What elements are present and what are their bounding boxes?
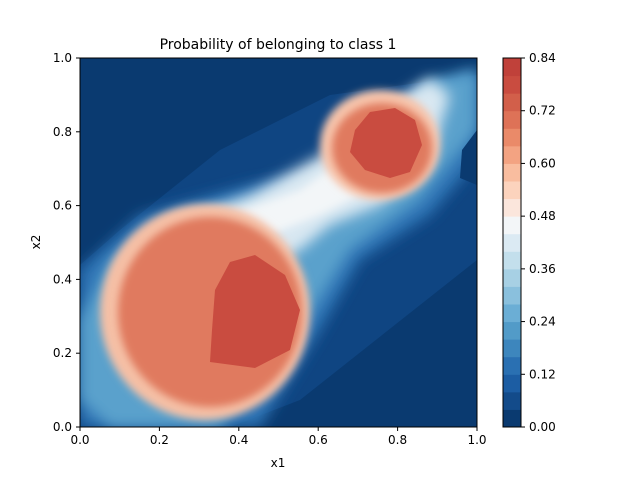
colorbar-band — [503, 233, 521, 252]
contour-field — [80, 58, 477, 427]
colorbar-band — [503, 409, 521, 428]
x-axis-label: x1 — [271, 456, 286, 470]
colorbar-band — [503, 356, 521, 375]
x-axis: 0.0 0.2 0.4 0.6 0.8 1.0 — [70, 427, 487, 447]
y-tick-label: 0.0 — [53, 420, 72, 434]
colorbar-band — [503, 181, 521, 200]
contour-blob-right-core — [350, 108, 422, 178]
colorbar-tick-label: 0.24 — [529, 315, 556, 329]
y-axis-label: x2 — [29, 235, 43, 250]
colorbar-tick-label: 0.60 — [529, 156, 556, 170]
colorbar-band — [503, 304, 521, 323]
colorbar-tick-label: 0.00 — [529, 420, 556, 434]
colorbar-band — [503, 286, 521, 305]
y-tick-label: 0.6 — [53, 199, 72, 213]
y-tick-label: 0.4 — [53, 272, 72, 286]
colorbar-tick-label: 0.48 — [529, 209, 556, 223]
colorbar-frame — [502, 57, 522, 428]
x-tick-label: 0.4 — [229, 433, 248, 447]
x-tick-label: 0.6 — [309, 433, 328, 447]
colorbar-band — [503, 198, 521, 217]
x-tick-label: 0.2 — [150, 433, 169, 447]
colorbar-band — [503, 268, 521, 287]
y-axis: 0.0 0.2 0.4 0.6 0.8 1.0 — [53, 51, 80, 434]
colorbar-band — [503, 321, 521, 340]
colorbar-band — [503, 145, 521, 164]
colorbar-band — [503, 110, 521, 129]
colorbar-band — [503, 391, 521, 410]
colorbar: 0.00 0.12 0.24 0.36 0.48 0.60 0.72 0.84 — [502, 51, 556, 434]
colorbar-band — [503, 128, 521, 147]
colorbar-tick-label: 0.36 — [529, 262, 556, 276]
colorbar-band — [503, 163, 521, 182]
x-tick-label: 0.0 — [70, 433, 89, 447]
plot-frame — [79, 57, 478, 428]
colorbar-band — [503, 216, 521, 235]
colorbar-band — [503, 374, 521, 393]
y-tick-label: 0.8 — [53, 125, 72, 139]
colorbar-band — [503, 93, 521, 112]
colorbar-tick-label: 0.84 — [529, 51, 556, 65]
contour-dark-bottom-right — [230, 260, 477, 427]
colorbar-tick-label: 0.12 — [529, 367, 556, 381]
y-tick-label: 1.0 — [53, 51, 72, 65]
y-tick-label: 0.2 — [53, 346, 72, 360]
colorbar-band — [503, 75, 521, 94]
chart-title: Probability of belonging to class 1 — [160, 37, 397, 53]
colorbar-tick-label: 0.72 — [529, 104, 556, 118]
x-tick-label: 1.0 — [467, 433, 486, 447]
x-tick-label: 0.8 — [388, 433, 407, 447]
contour-blob-left-core — [210, 255, 300, 368]
colorbar-band — [503, 339, 521, 358]
contour-dark-top-left — [80, 58, 477, 265]
contour-dark-notch-right — [460, 130, 477, 185]
colorbar-band — [503, 251, 521, 270]
colorbar-band — [503, 58, 521, 77]
